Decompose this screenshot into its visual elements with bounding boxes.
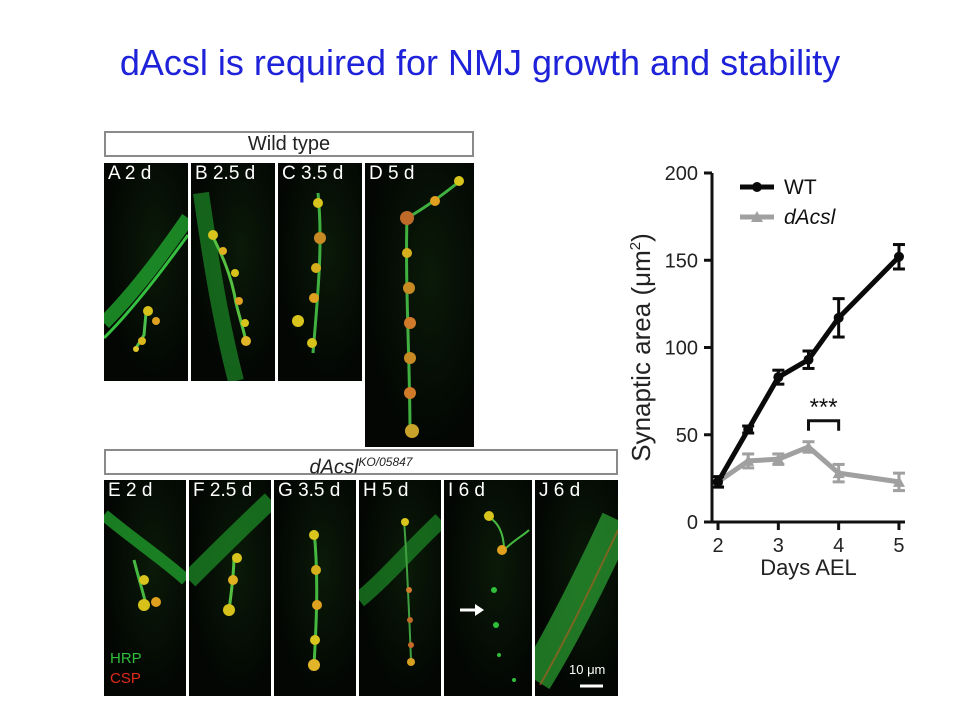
data-point <box>832 462 845 484</box>
nmj-micrograph-g <box>308 529 322 671</box>
panel-label-a: A 2 d <box>108 163 152 184</box>
marker <box>803 354 814 365</box>
marker <box>713 476 724 487</box>
legend-entry-wt: WT <box>740 176 817 199</box>
y-tick-label: 200 <box>665 163 698 185</box>
hrp-stain-label: HRP <box>110 650 142 667</box>
data-point <box>892 243 905 271</box>
scale-bar-label: 10 μm <box>569 662 606 677</box>
image-panel-g: G 3.5 d <box>274 480 356 696</box>
panel-label-c: C 3.5 d <box>282 163 344 184</box>
image-panel-a: A 2 d <box>104 163 188 381</box>
panel-label-g: G 3.5 d <box>278 480 341 501</box>
series-line-wt <box>715 255 901 484</box>
data-point <box>832 297 845 339</box>
image-panel-e: E 2 d HRP CSP <box>104 480 186 696</box>
x-tick-label: 2 <box>712 535 723 557</box>
legend-entry-dacsl: dAcsl <box>740 206 837 229</box>
data-point <box>742 424 755 435</box>
panel-label-d: D 5 d <box>369 163 415 184</box>
mutant-group-label: dAcslKO/05847 <box>104 449 618 479</box>
data-point <box>712 475 725 489</box>
nmj-micrograph-h <box>359 514 441 666</box>
panel-label-h: H 5 d <box>363 480 409 501</box>
legend-marker <box>752 182 762 192</box>
marker <box>832 467 845 479</box>
nmj-micrograph-f <box>189 493 271 616</box>
marker <box>893 251 904 262</box>
y-tick-label: 150 <box>665 250 698 272</box>
panel-label-i: I 6 d <box>448 480 485 501</box>
marker <box>802 440 815 452</box>
data-point <box>802 349 815 370</box>
marker <box>772 453 785 465</box>
x-tick-label: 3 <box>773 535 784 557</box>
data-point <box>742 452 755 470</box>
legend-label: dAcsl <box>784 206 837 229</box>
y-tick-label: 100 <box>665 338 698 360</box>
x-tick-label: 4 <box>833 535 844 557</box>
nmj-micrograph-d <box>400 176 464 438</box>
panel-label-f: F 2.5 d <box>193 480 253 501</box>
nmj-micrograph-a <box>104 214 188 352</box>
data-point <box>772 368 785 386</box>
nmj-micrograph-j <box>535 512 618 690</box>
x-axis-label: Days AEL <box>760 555 857 580</box>
image-panel-j: J 6 d 10 μm <box>535 480 618 696</box>
csp-stain-label: CSP <box>110 670 141 687</box>
image-panel-f: F 2.5 d <box>189 480 271 696</box>
data-point <box>772 452 785 466</box>
image-panel-c: C 3.5 d <box>278 163 362 381</box>
marker <box>742 454 755 466</box>
panel-label-j: J 6 d <box>539 480 581 501</box>
panel-label-e: E 2 d <box>108 480 153 501</box>
slide-title: dAcsl is required for NMJ growth and sta… <box>119 42 841 83</box>
significance-bracket <box>807 419 841 431</box>
y-axis-label: Synaptic area (μm2) <box>626 233 656 462</box>
marker <box>773 372 784 383</box>
nmj-micrograph-i <box>460 511 530 682</box>
image-panel-i: I 6 d <box>444 480 532 696</box>
marker <box>833 312 844 323</box>
image-panel-b: B 2.5 d <box>191 163 275 381</box>
synaptic-area-line-chart: 0 50 100 150 200 2 3 4 5 Days AEL Synaptic area (μ… <box>626 163 905 580</box>
nmj-micrograph-c <box>292 192 326 354</box>
arrow-icon <box>460 604 484 616</box>
data-point <box>802 440 815 454</box>
marker <box>892 475 905 487</box>
significance-stars: *** <box>810 394 838 421</box>
marker <box>743 424 754 435</box>
data-point <box>892 471 905 493</box>
panel-label-b: B 2.5 d <box>195 163 256 184</box>
nmj-micrograph-b <box>193 191 251 381</box>
wild-type-group-label: Wild type <box>104 131 474 157</box>
legend-marker <box>751 211 763 222</box>
y-tick-label: 0 <box>687 512 698 534</box>
x-tick-label: 5 <box>893 535 904 557</box>
y-tick-label: 50 <box>676 425 698 447</box>
nmj-micrograph-e <box>104 510 186 611</box>
image-panel-d: D 5 d <box>365 163 474 447</box>
image-panel-h: H 5 d <box>359 480 441 696</box>
legend-label: WT <box>784 176 817 199</box>
